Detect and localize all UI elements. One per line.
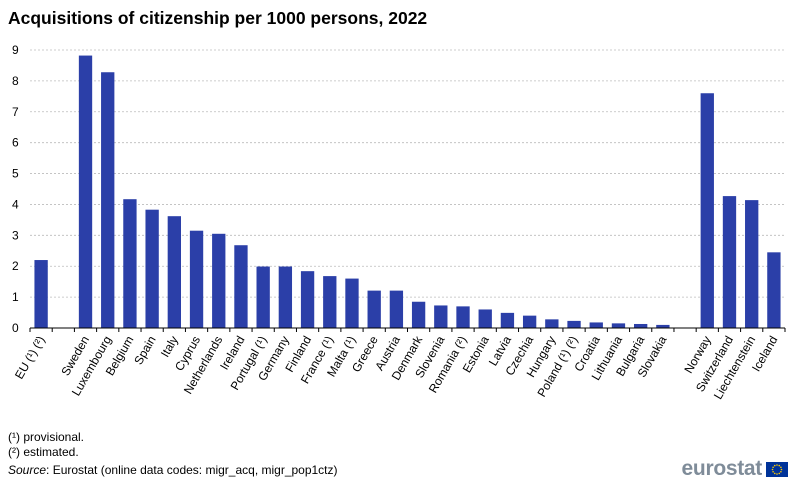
y-tick-label: 1 — [12, 290, 19, 304]
bar — [611, 323, 626, 328]
bar — [300, 271, 315, 328]
y-tick-label: 8 — [12, 74, 19, 88]
bar — [189, 230, 204, 328]
bar — [456, 306, 470, 328]
bar — [278, 266, 293, 328]
bar — [656, 324, 670, 328]
bar — [545, 319, 559, 328]
bar — [167, 216, 181, 328]
bar — [78, 55, 93, 329]
bar — [256, 266, 270, 328]
y-tick-label: 5 — [12, 167, 19, 181]
bar — [478, 309, 492, 328]
bar — [367, 290, 381, 328]
chart-title: Acquisitions of citizenship per 1000 per… — [8, 8, 428, 28]
bar — [34, 260, 48, 328]
y-tick-label: 4 — [12, 197, 19, 211]
y-tick-label: 6 — [12, 136, 19, 150]
y-tick-label: 2 — [12, 259, 19, 273]
eurostat-logo-text: eurostat — [681, 457, 763, 480]
y-tick-label: 3 — [12, 228, 19, 242]
y-tick-label: 9 — [12, 43, 19, 57]
footnote-estimated: (²) estimated. — [8, 445, 79, 459]
bar — [212, 233, 226, 328]
bar — [700, 93, 714, 328]
bar — [567, 320, 581, 328]
bar — [722, 196, 737, 328]
eu-flag-icon — [766, 461, 788, 477]
eurostat-logo: eurostat — [682, 457, 788, 481]
bar — [234, 245, 248, 328]
bar — [345, 278, 359, 328]
bar — [634, 323, 648, 328]
source-text: : Eurostat (online data codes: migr_acq,… — [46, 463, 338, 477]
bar — [101, 72, 115, 329]
bar — [123, 199, 137, 328]
bar — [589, 322, 603, 328]
source-note: Source: Eurostat (online data codes: mig… — [8, 463, 338, 477]
x-tick-label: EU (¹) (²) — [12, 334, 48, 382]
y-tick-label: 7 — [12, 105, 19, 119]
bar — [434, 305, 448, 328]
bar — [389, 290, 404, 328]
bar — [745, 200, 759, 328]
source-label: Source — [8, 463, 47, 477]
footnote-provisional: (¹) provisional. — [8, 430, 85, 444]
y-tick-label: 0 — [12, 321, 19, 335]
bar — [767, 252, 781, 328]
bar — [522, 315, 537, 328]
bar — [145, 209, 159, 328]
x-tick-label: Spain — [131, 334, 158, 368]
bar — [323, 276, 337, 328]
bar — [500, 312, 515, 328]
bar — [411, 301, 426, 328]
